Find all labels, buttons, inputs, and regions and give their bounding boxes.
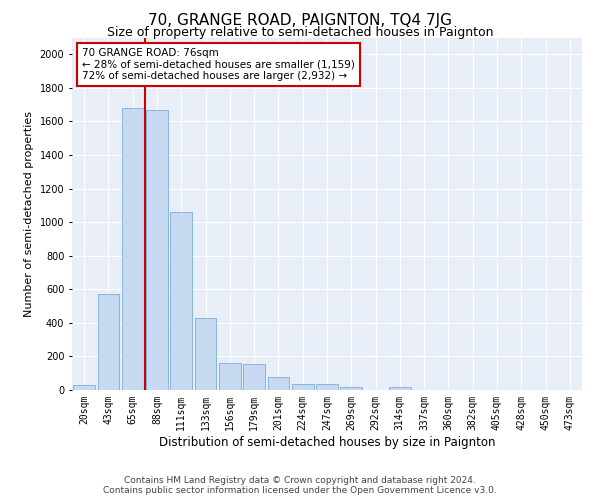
Bar [268, 378, 289, 390]
Bar [170, 212, 192, 390]
Bar [243, 364, 265, 390]
Text: 70 GRANGE ROAD: 76sqm
← 28% of semi-detached houses are smaller (1,159)
72% of s: 70 GRANGE ROAD: 76sqm ← 28% of semi-deta… [82, 48, 355, 82]
Bar [194, 318, 217, 390]
Bar [292, 384, 314, 390]
X-axis label: Distribution of semi-detached houses by size in Paignton: Distribution of semi-detached houses by … [159, 436, 495, 448]
Y-axis label: Number of semi-detached properties: Number of semi-detached properties [24, 111, 34, 317]
Text: 70, GRANGE ROAD, PAIGNTON, TQ4 7JG: 70, GRANGE ROAD, PAIGNTON, TQ4 7JG [148, 12, 452, 28]
Bar [97, 294, 119, 390]
Text: Size of property relative to semi-detached houses in Paignton: Size of property relative to semi-detach… [107, 26, 493, 39]
Bar [219, 363, 241, 390]
Bar [73, 385, 95, 390]
Bar [316, 384, 338, 390]
Bar [122, 108, 143, 390]
Bar [146, 110, 168, 390]
Bar [389, 388, 411, 390]
Bar [340, 387, 362, 390]
Text: Contains HM Land Registry data © Crown copyright and database right 2024.
Contai: Contains HM Land Registry data © Crown c… [103, 476, 497, 495]
